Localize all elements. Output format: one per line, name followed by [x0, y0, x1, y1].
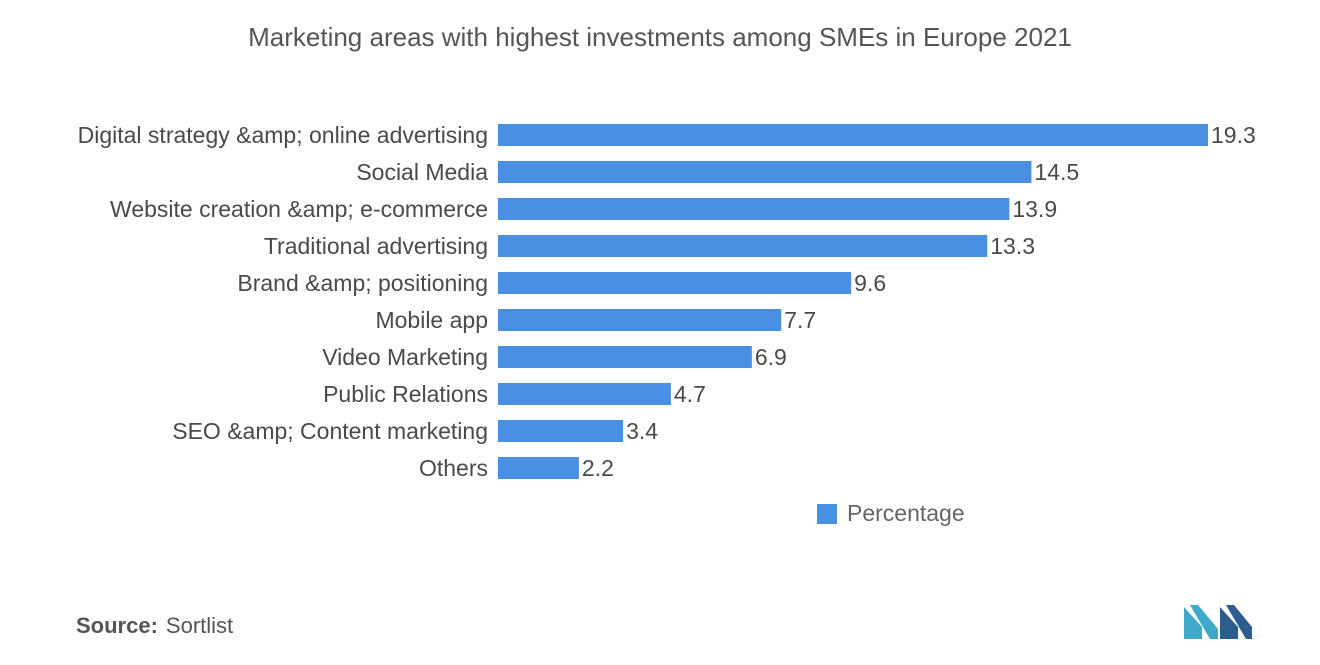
bar	[498, 309, 782, 331]
bar	[498, 235, 988, 257]
category-label: Website creation &amp; e-commerce	[110, 196, 488, 222]
bar	[498, 420, 624, 442]
bar	[498, 124, 1208, 146]
legend-swatch	[817, 503, 837, 524]
chart-title: Marketing areas with highest investments…	[248, 22, 1072, 52]
category-label: SEO &amp; Content marketing	[172, 418, 488, 444]
source-value: Sortlist	[165, 613, 234, 638]
bar	[498, 198, 1010, 220]
value-label: 14.5	[1034, 159, 1079, 185]
bar	[498, 161, 1032, 183]
category-label: Social Media	[356, 159, 488, 185]
bars-group: Digital strategy &amp; online advertisin…	[78, 122, 1256, 481]
value-label: 4.7	[674, 381, 706, 407]
legend: Percentage	[817, 500, 965, 527]
bar	[498, 346, 752, 368]
category-label: Public Relations	[323, 381, 488, 407]
value-label: 19.3	[1211, 122, 1256, 148]
category-label: Digital strategy &amp; online advertisin…	[78, 122, 488, 148]
category-label: Video Marketing	[322, 344, 488, 370]
source-label: Source:	[76, 613, 158, 638]
legend-label: Percentage	[847, 500, 965, 526]
category-label: Others	[419, 455, 488, 481]
value-label: 7.7	[784, 307, 816, 333]
category-label: Brand &amp; positioning	[237, 270, 488, 296]
value-label: 6.9	[755, 344, 787, 370]
category-label: Traditional advertising	[264, 233, 488, 259]
value-label: 9.6	[854, 270, 886, 296]
value-label: 3.4	[626, 418, 658, 444]
bar	[498, 457, 579, 479]
value-label: 2.2	[582, 455, 614, 481]
bar	[498, 272, 852, 294]
bar	[498, 383, 671, 405]
value-label: 13.9	[1012, 196, 1057, 222]
category-label: Mobile app	[375, 307, 488, 333]
mordor-intelligence-logo-icon	[1184, 605, 1252, 639]
value-label: 13.3	[990, 233, 1035, 259]
source-note: Source: Sortlist	[76, 613, 233, 639]
